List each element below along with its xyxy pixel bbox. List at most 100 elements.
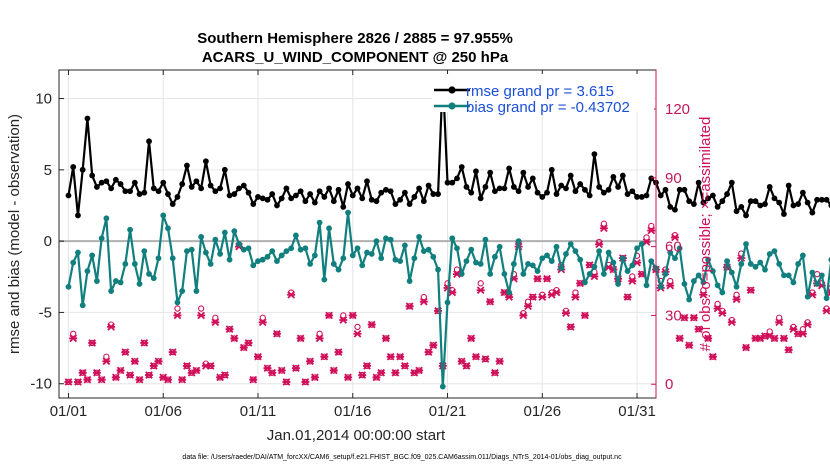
bias-point bbox=[307, 261, 314, 267]
rmse-point bbox=[70, 164, 77, 170]
possible-obs-marker bbox=[629, 273, 636, 280]
assimilated-obs-marker bbox=[272, 329, 281, 338]
bias-point bbox=[733, 283, 740, 290]
possible-obs-marker bbox=[340, 312, 347, 319]
rmse-point bbox=[747, 198, 754, 205]
assimilated-obs-marker bbox=[486, 297, 495, 306]
rmse-point bbox=[506, 165, 513, 172]
assimilated-obs-marker bbox=[116, 366, 125, 375]
assimilated-obs-marker bbox=[334, 348, 343, 356]
rmse-point bbox=[406, 201, 413, 207]
assimilated-obs-marker bbox=[353, 329, 362, 338]
rmse-point bbox=[416, 185, 422, 192]
assimilated-obs-marker bbox=[258, 318, 267, 327]
rmse-point bbox=[605, 186, 612, 193]
bias-point bbox=[657, 283, 664, 290]
assimilated-obs-marker bbox=[192, 366, 201, 375]
y-tick-label: 0 bbox=[44, 233, 52, 250]
rmse-point bbox=[373, 198, 380, 205]
bias-point bbox=[667, 249, 674, 256]
bias-point bbox=[188, 246, 195, 253]
bias-point bbox=[165, 225, 171, 232]
assimilated-obs-marker bbox=[244, 339, 253, 347]
bias-point bbox=[127, 226, 133, 233]
bias-point bbox=[752, 263, 759, 270]
assimilated-obs-marker bbox=[182, 362, 191, 370]
possible-obs-marker bbox=[444, 280, 451, 287]
rmse-point bbox=[657, 192, 664, 199]
bias-point bbox=[473, 259, 479, 266]
bias-point bbox=[439, 383, 446, 390]
rmse-point bbox=[496, 185, 503, 192]
rmse-point bbox=[600, 189, 607, 196]
assimilated-obs-marker bbox=[377, 368, 386, 377]
rmse-point bbox=[240, 182, 247, 189]
bias-point bbox=[454, 245, 460, 252]
assimilated-obs-marker bbox=[727, 318, 736, 327]
assimilated-obs-marker bbox=[220, 371, 229, 379]
bias-point bbox=[316, 219, 323, 226]
bias-point bbox=[198, 233, 205, 240]
bias-point bbox=[297, 246, 304, 253]
y-tick-label: 10 bbox=[35, 91, 52, 108]
right-axis-ticks: 0 30 60 90 120 bbox=[651, 101, 690, 393]
rmse-point bbox=[259, 195, 266, 202]
assimilated-obs-marker bbox=[97, 375, 106, 384]
possible-obs-marker bbox=[197, 305, 205, 312]
rmse-point bbox=[212, 188, 219, 195]
bias-point bbox=[643, 282, 650, 289]
assimilated-obs-marker bbox=[822, 307, 830, 315]
rmse-point bbox=[288, 195, 295, 202]
bias-point bbox=[482, 236, 489, 243]
rmse-point bbox=[757, 202, 764, 209]
rmse-point bbox=[165, 191, 171, 197]
bias-point bbox=[515, 238, 522, 245]
rmse-point bbox=[378, 189, 385, 196]
rmse-point bbox=[98, 179, 105, 186]
assimilated-obs-marker bbox=[424, 348, 433, 356]
rmse-point bbox=[302, 198, 309, 205]
bias-point bbox=[174, 299, 181, 306]
bias-point bbox=[567, 241, 574, 247]
rmse-point bbox=[667, 204, 674, 210]
rmse-point bbox=[283, 185, 290, 192]
bias-point bbox=[818, 272, 825, 279]
rmse-point bbox=[127, 188, 133, 195]
rmse-point bbox=[643, 192, 650, 199]
bias-point bbox=[823, 295, 830, 302]
assimilated-obs-marker bbox=[83, 375, 92, 384]
assimilated-cross-b bbox=[827, 292, 830, 297]
rmse-point bbox=[482, 184, 489, 190]
bias-point bbox=[577, 256, 584, 263]
bias-point bbox=[146, 271, 152, 277]
bias-point bbox=[184, 248, 190, 255]
possible-obs-marker bbox=[524, 298, 532, 305]
bias-point bbox=[672, 255, 678, 262]
assimilated-obs-marker bbox=[628, 277, 637, 285]
rmse-point bbox=[781, 211, 787, 217]
assimilated-obs-marker bbox=[595, 240, 604, 249]
bias-point bbox=[662, 271, 669, 277]
assimilated-obs-marker bbox=[561, 309, 570, 317]
assimilated-obs-marker bbox=[130, 357, 139, 366]
assimilated-obs-marker bbox=[306, 357, 315, 366]
rmse-point bbox=[174, 194, 181, 200]
assimilated-obs-marker bbox=[254, 352, 262, 361]
rmse-point bbox=[709, 192, 716, 199]
bias-point bbox=[700, 279, 707, 286]
rmse-point bbox=[743, 212, 749, 219]
possible-obs-marker bbox=[174, 305, 181, 312]
rmse-point bbox=[468, 189, 475, 196]
rmse-point bbox=[799, 189, 806, 196]
rmse-point bbox=[392, 201, 399, 207]
bias-point bbox=[264, 253, 271, 260]
rmse-point bbox=[245, 189, 252, 196]
rmse-point bbox=[629, 188, 636, 195]
assimilated-obs-marker bbox=[69, 334, 78, 343]
chart-subtitle: ACARS_U_WIND_COMPONENT @ 250 hPa bbox=[202, 49, 509, 66]
possible-obs-marker bbox=[714, 300, 721, 308]
assimilated-obs-marker bbox=[718, 309, 727, 317]
bias-point bbox=[330, 261, 337, 267]
assimilated-obs-marker bbox=[680, 313, 689, 322]
assimilated-obs-marker bbox=[111, 373, 120, 382]
